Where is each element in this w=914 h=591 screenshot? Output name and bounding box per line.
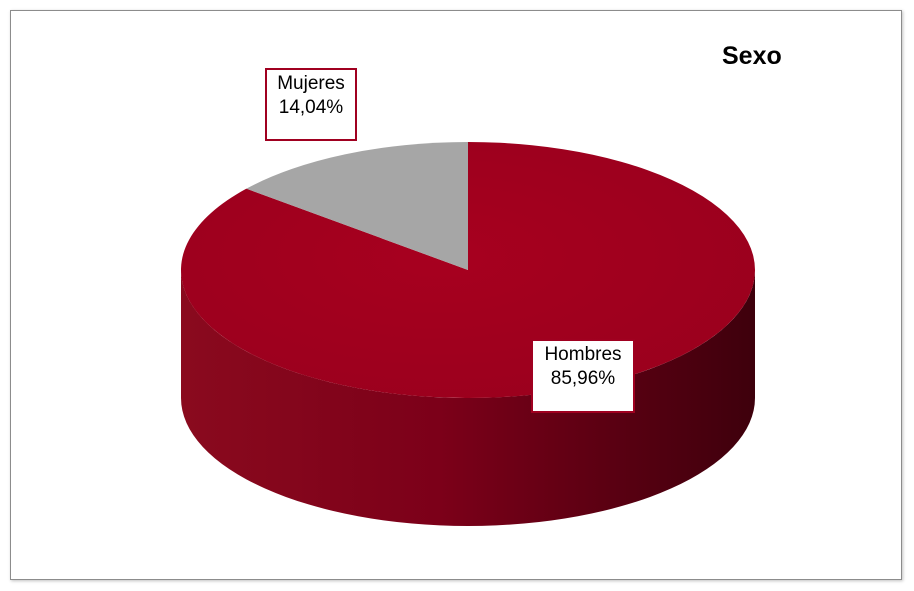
- category-label-hombres: Hombres: [544, 344, 622, 365]
- pie-slice-mujeres: [246, 142, 468, 270]
- chart-title: Sexo: [722, 42, 782, 70]
- pie-side: [181, 270, 755, 526]
- pie-thickness: [181, 270, 755, 526]
- category-label-mujeres: Mujeres: [277, 73, 345, 94]
- data-label-mujeres: Mujeres 14,04%: [265, 68, 357, 141]
- pie-top: [181, 142, 755, 399]
- value-label-mujeres: 14,04%: [278, 97, 344, 118]
- value-label-hombres: 85,96%: [550, 368, 616, 389]
- data-label-hombres: Hombres 85,96%: [531, 339, 635, 413]
